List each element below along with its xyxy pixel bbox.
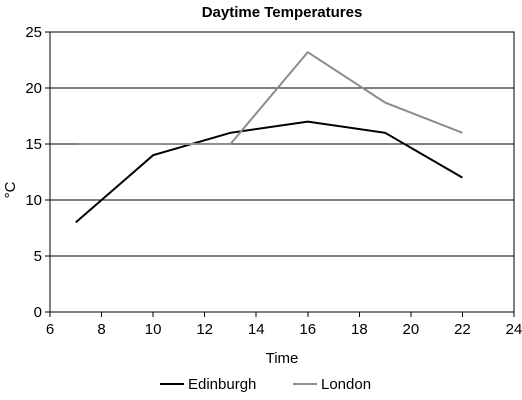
chart-title: Daytime Temperatures <box>202 4 363 21</box>
x-tick-label: 10 <box>145 321 162 338</box>
x-tick-label: 24 <box>506 321 522 338</box>
y-tick-label: 0 <box>34 304 42 321</box>
x-tick-label: 6 <box>46 321 54 338</box>
y-axis-ticks: 0 5 10 15 20 25 <box>25 24 50 321</box>
x-axis-ticks: 6 8 10 12 14 16 18 20 22 24 <box>46 312 522 338</box>
series-edinburgh <box>75 120 463 224</box>
legend-label: Edinburgh <box>188 376 256 393</box>
legend-item-edinburgh: Edinburgh <box>160 376 256 393</box>
y-tick-label: 5 <box>34 248 42 265</box>
series-london <box>75 50 463 145</box>
plot-frame <box>49 31 515 313</box>
gridlines <box>50 31 514 313</box>
x-tick-label: 14 <box>248 321 265 338</box>
x-tick-label: 16 <box>299 321 316 338</box>
legend-item-london: London <box>293 376 371 393</box>
legend-label: London <box>321 376 371 393</box>
legend: Edinburgh London <box>160 376 371 393</box>
series-line-london <box>75 50 463 145</box>
y-axis-title: °C <box>2 181 19 198</box>
x-tick-label: 22 <box>454 321 471 338</box>
x-tick-label: 12 <box>196 321 213 338</box>
x-tick-label: 20 <box>403 321 420 338</box>
x-axis-title: Time <box>266 350 299 367</box>
series-line-edinburgh <box>75 120 463 224</box>
x-tick-label: 18 <box>351 321 368 338</box>
y-tick-label: 15 <box>25 136 42 153</box>
y-tick-label: 20 <box>25 80 42 97</box>
y-tick-label: 10 <box>25 192 42 209</box>
y-tick-label: 25 <box>25 24 42 41</box>
series-lines <box>75 50 463 224</box>
x-tick-label: 8 <box>97 321 105 338</box>
